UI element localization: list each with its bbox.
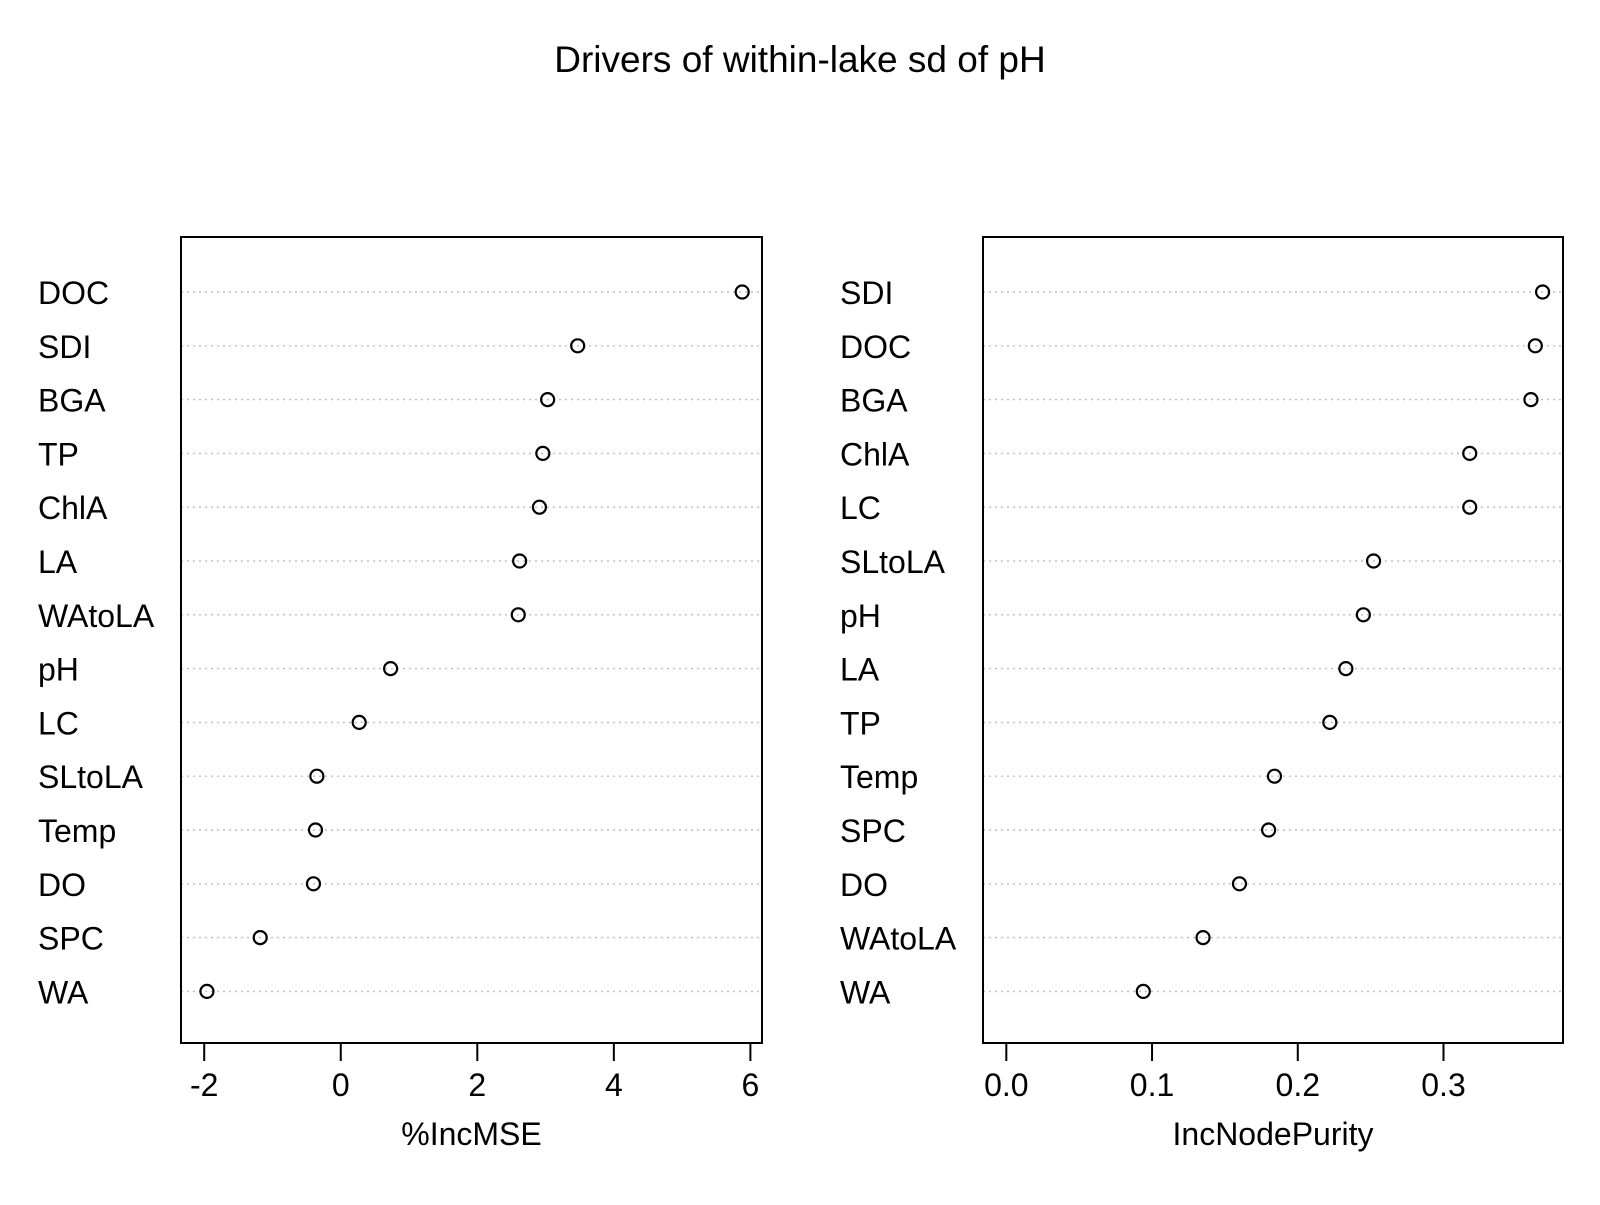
x-tick-label: 2 bbox=[468, 1067, 486, 1103]
category-label: LC bbox=[38, 705, 79, 741]
data-point bbox=[1523, 392, 1539, 408]
category-label: DOC bbox=[38, 275, 109, 311]
category-label: DOC bbox=[840, 329, 911, 365]
data-point bbox=[1338, 660, 1354, 677]
data-point bbox=[309, 768, 325, 784]
x-axis-label: IncNodePurity bbox=[1173, 1116, 1374, 1152]
category-label: WAtoLA bbox=[38, 598, 155, 634]
category-label: SPC bbox=[38, 921, 104, 957]
data-point bbox=[512, 553, 528, 569]
category-label: Temp bbox=[840, 759, 918, 795]
category-label: LC bbox=[840, 490, 881, 526]
category-label: SDI bbox=[840, 275, 893, 311]
category-label: SLtoLA bbox=[840, 544, 946, 580]
category-label: WAtoLA bbox=[840, 921, 957, 957]
data-point bbox=[1195, 929, 1211, 946]
category-label: BGA bbox=[38, 383, 106, 419]
data-point bbox=[1365, 553, 1382, 569]
category-label: pH bbox=[38, 652, 79, 688]
data-point bbox=[1135, 983, 1151, 1000]
data-point bbox=[540, 392, 556, 408]
plot-frame bbox=[982, 236, 1564, 1044]
category-label: ChlA bbox=[840, 436, 910, 472]
chart-title: Drivers of within-lake sd of pH bbox=[554, 39, 1045, 80]
category-label: ChlA bbox=[38, 490, 108, 526]
data-point bbox=[1462, 499, 1478, 515]
data-point bbox=[1231, 876, 1248, 892]
data-point bbox=[1355, 607, 1371, 623]
category-label: BGA bbox=[840, 383, 908, 419]
x-tick-label: 6 bbox=[741, 1067, 759, 1103]
category-label: SPC bbox=[840, 813, 906, 849]
plot-frame bbox=[180, 236, 763, 1044]
data-point bbox=[1322, 714, 1338, 731]
panel-incmse: DOC SDI BGA TP ChlA LA WAtoLA pH LC SLtoLA Temp DO S… bbox=[38, 236, 763, 1152]
x-tick-label: 4 bbox=[605, 1067, 623, 1103]
x-tick-label: 0.3 bbox=[1421, 1067, 1465, 1103]
x-tick-label: 0.0 bbox=[984, 1067, 1028, 1103]
data-point bbox=[510, 607, 526, 623]
data-point bbox=[1462, 445, 1478, 461]
data-point bbox=[199, 983, 215, 1000]
category-label: TP bbox=[38, 436, 79, 472]
category-label: SDI bbox=[38, 329, 91, 365]
data-point bbox=[535, 445, 551, 461]
category-label: SLtoLA bbox=[38, 759, 144, 795]
category-label: TP bbox=[840, 705, 881, 741]
panel-incnodepurity: SDI DOC BGA ChlA LC SLtoLA pH LA TP Temp SPC DO WAto… bbox=[840, 236, 1564, 1152]
data-point bbox=[734, 284, 750, 300]
data-point bbox=[351, 714, 367, 731]
x-tick-label: 0.2 bbox=[1276, 1067, 1320, 1103]
data-point bbox=[307, 822, 324, 838]
category-label: DO bbox=[38, 867, 86, 903]
x-tick-label: 0.1 bbox=[1130, 1067, 1174, 1103]
category-label: LA bbox=[840, 652, 880, 688]
category-label: DO bbox=[840, 867, 888, 903]
category-label: LA bbox=[38, 544, 78, 580]
data-point bbox=[570, 338, 586, 354]
data-point bbox=[1534, 284, 1551, 300]
x-axis-label: %IncMSE bbox=[401, 1116, 541, 1152]
x-tick-label: -2 bbox=[190, 1067, 218, 1103]
category-label: WA bbox=[840, 974, 891, 1010]
category-label: pH bbox=[840, 598, 881, 634]
category-label: WA bbox=[38, 974, 89, 1010]
x-tick-label: 0 bbox=[332, 1067, 350, 1103]
data-point bbox=[252, 929, 268, 946]
data-point bbox=[382, 660, 399, 677]
data-point bbox=[1527, 338, 1543, 354]
data-point bbox=[1266, 768, 1283, 784]
data-point bbox=[305, 876, 322, 892]
data-point bbox=[1261, 822, 1277, 838]
category-label: Temp bbox=[38, 813, 116, 849]
data-point bbox=[531, 499, 548, 515]
